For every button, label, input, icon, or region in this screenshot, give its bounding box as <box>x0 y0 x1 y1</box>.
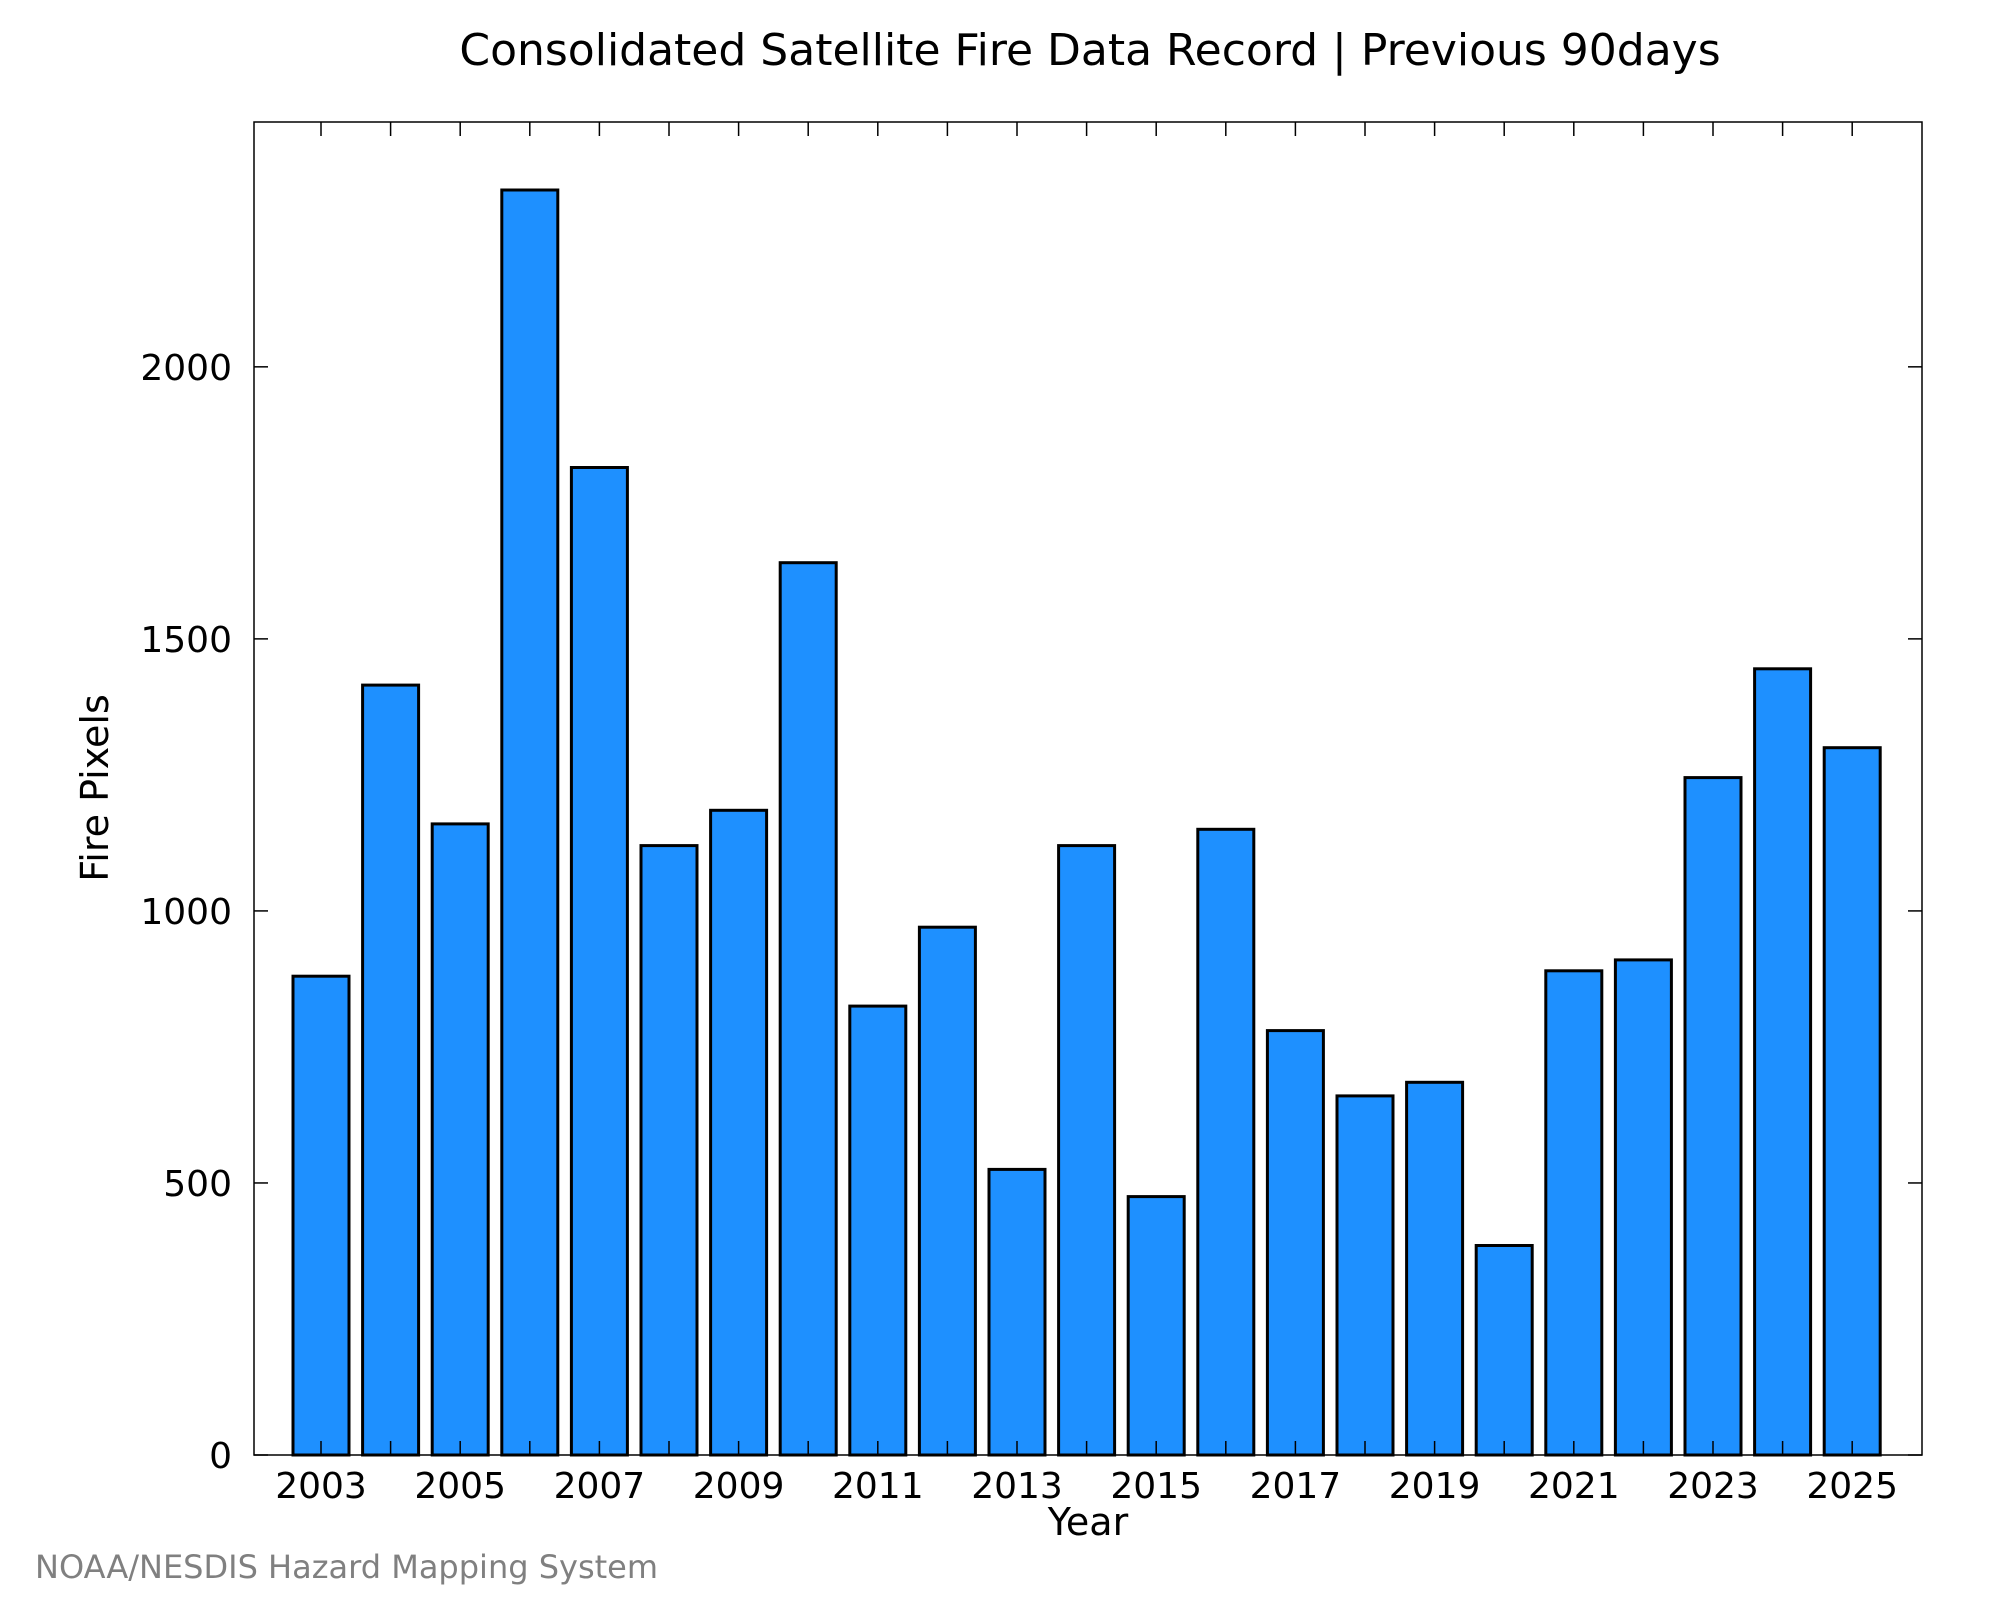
plot-frame <box>253 121 1923 1456</box>
bar-2014 <box>1057 844 1117 1457</box>
bar-2011 <box>848 1004 908 1457</box>
bar-2006 <box>500 188 560 1457</box>
x-tick-label: 2021 <box>1528 1466 1620 1507</box>
y-tick-label: 0 <box>209 1436 232 1477</box>
bar-2012 <box>917 925 977 1457</box>
y-tick-label: 500 <box>163 1164 232 1205</box>
bar-2021 <box>1544 969 1604 1457</box>
x-tick-label: 2007 <box>554 1466 646 1507</box>
bar-2003 <box>291 974 351 1457</box>
y-tick-label: 1000 <box>140 892 232 933</box>
bar-2016 <box>1196 827 1256 1457</box>
x-tick-label: 2015 <box>1110 1466 1202 1507</box>
bar-2019 <box>1405 1080 1465 1457</box>
bar-2015 <box>1126 1195 1186 1457</box>
x-tick-label: 2013 <box>971 1466 1063 1507</box>
y-tick-label: 2000 <box>140 348 232 389</box>
bar-2010 <box>778 561 838 1457</box>
bar-2013 <box>987 1167 1047 1457</box>
bar-2018 <box>1335 1094 1395 1457</box>
x-tick-label: 2005 <box>414 1466 506 1507</box>
x-tick-label: 2025 <box>1806 1466 1898 1507</box>
x-tick-label: 2009 <box>693 1466 785 1507</box>
x-axis-ticks: 2003 2005 2007 2009 2011 2013 2015 2017 2019 2021… <box>275 122 1898 1507</box>
bar-2022 <box>1613 958 1673 1457</box>
bar-2025 <box>1822 746 1882 1457</box>
chart-title: Consolidated Satellite Fire Data Record … <box>459 25 1720 76</box>
bar-2008 <box>639 844 699 1457</box>
bar-2024 <box>1753 667 1813 1457</box>
bar-2004 <box>361 683 421 1457</box>
bar-2007 <box>569 466 629 1457</box>
source-credit: NOAA/NESDIS Hazard Mapping System <box>35 1548 658 1586</box>
x-tick-label: 2011 <box>832 1466 924 1507</box>
bar-2005 <box>430 822 490 1457</box>
bar-2009 <box>709 808 769 1457</box>
x-axis-label: Year <box>1047 1500 1129 1544</box>
x-tick-label: 2003 <box>275 1466 367 1507</box>
bar-2020 <box>1474 1244 1534 1457</box>
bar-2017 <box>1265 1029 1325 1457</box>
bars-group <box>291 188 1882 1457</box>
x-tick-label: 2017 <box>1250 1466 1342 1507</box>
y-tick-label: 1500 <box>140 620 232 661</box>
x-tick-label: 2023 <box>1667 1466 1759 1507</box>
bar-2023 <box>1683 776 1743 1457</box>
y-axis-ticks: 0 500 1000 1500 2000 <box>140 348 1922 1477</box>
y-axis-label: Fire Pixels <box>73 694 117 882</box>
x-tick-label: 2019 <box>1389 1466 1481 1507</box>
